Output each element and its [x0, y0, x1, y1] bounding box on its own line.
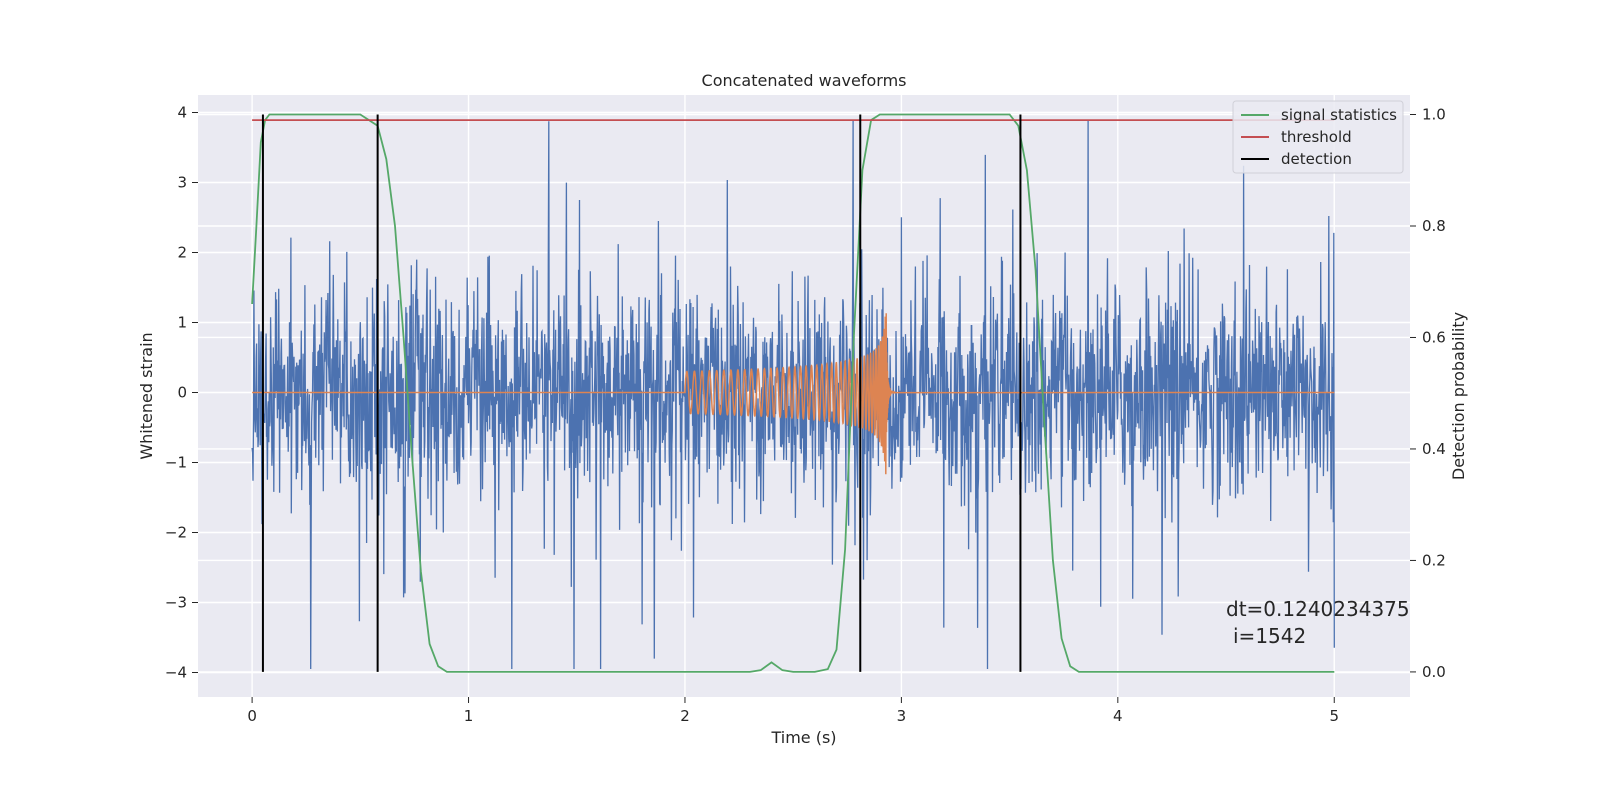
- y-right-tick-label: 0.4: [1422, 440, 1446, 458]
- annotation-index: i=1542: [1233, 624, 1306, 648]
- y-left-tick-label: 1: [177, 314, 187, 332]
- legend-entry-label: threshold: [1281, 128, 1352, 146]
- y-axis-right-label: Detection probability: [1449, 312, 1468, 480]
- y-left-tick-label: 3: [177, 174, 187, 192]
- series-signal-statistics-line: [251, 113, 1335, 673]
- x-tick-label: 2: [680, 707, 690, 725]
- series-noise-line: [251, 119, 1335, 670]
- x-tick-label: 0: [247, 707, 257, 725]
- y-axis-left-label: Whitened strain: [137, 332, 156, 459]
- y-right-tick-label: 0.8: [1422, 217, 1446, 235]
- y-left-tick-label: −2: [165, 524, 187, 542]
- chart-title: Concatenated waveforms: [702, 71, 907, 90]
- legend-entry-label: detection: [1281, 150, 1352, 168]
- x-tick-label: 5: [1329, 707, 1339, 725]
- y-left-tick-label: 4: [177, 104, 187, 122]
- legend-frame: [1232, 100, 1404, 174]
- y-right-tick-label: 0.0: [1422, 663, 1446, 681]
- axes: 0 1 2 3 4 5 −4 −3 −2 −1 0 1 2 3 4 0.0 0.2 0.4 0.6 0.8 1.0: [165, 104, 1446, 726]
- x-tick-label: 4: [1113, 707, 1123, 725]
- legend-entry-label: signal statistics: [1281, 106, 1397, 124]
- y-right-tick-label: 0.6: [1422, 328, 1446, 346]
- x-tick-label: 3: [897, 707, 907, 725]
- x-tick-label: 1: [464, 707, 474, 725]
- data-layer: [251, 113, 1335, 673]
- y-left-tick-label: −1: [165, 454, 187, 472]
- y-left-tick-label: −3: [165, 594, 187, 612]
- annotation-dt: dt=0.1240234375: [1226, 597, 1410, 621]
- y-left-tick-label: 0: [177, 384, 187, 402]
- legend: signal statistics threshold detection: [1232, 100, 1404, 174]
- y-left-tick-label: 2: [177, 244, 187, 262]
- y-right-tick-label: 1.0: [1422, 106, 1446, 124]
- y-right-tick-label: 0.2: [1422, 551, 1446, 569]
- series-waveform-line: [252, 313, 1335, 475]
- y-left-tick-label: −4: [165, 664, 187, 682]
- x-axis-label: Time (s): [770, 728, 836, 747]
